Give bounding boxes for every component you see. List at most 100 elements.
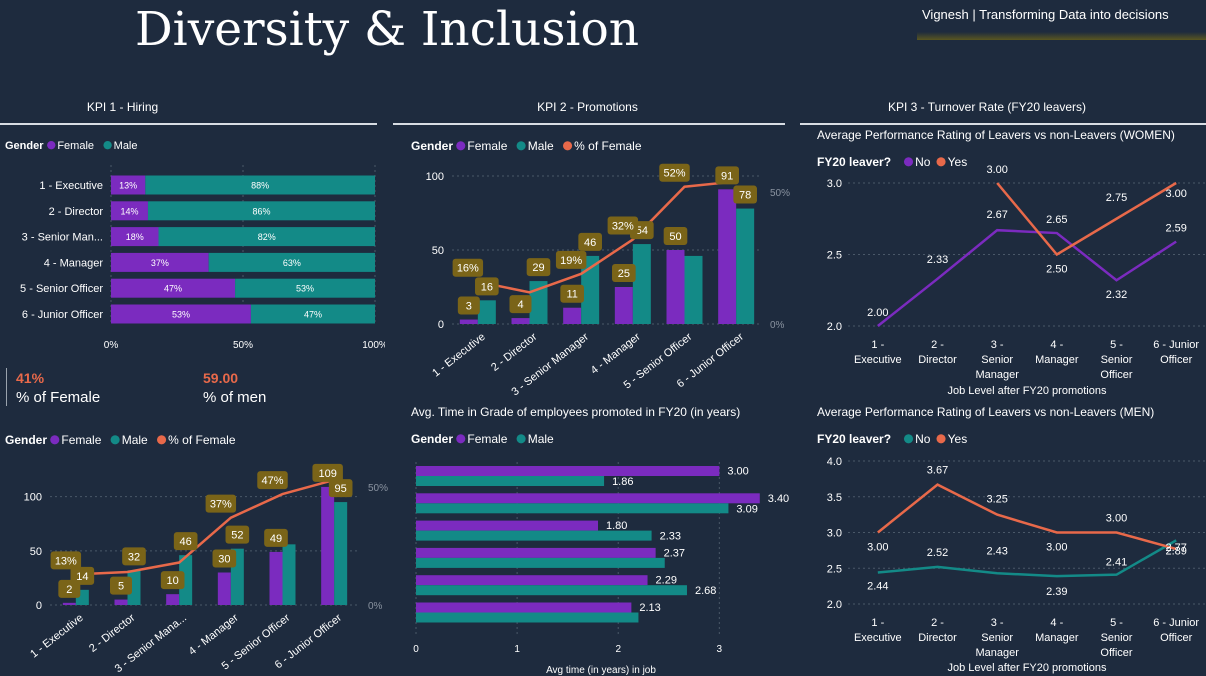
data-label: 11 [566, 289, 577, 301]
bar-female [111, 304, 251, 324]
data-label-box [212, 549, 237, 568]
data-label: 29 [532, 262, 544, 274]
legend-item: Male [528, 139, 554, 153]
category-label: Executive [854, 354, 902, 366]
legend-item: % of Female [168, 433, 236, 447]
data-label: 109 [318, 468, 336, 480]
data-label-box [110, 576, 132, 595]
bar-female [416, 466, 720, 476]
bar-female [269, 551, 283, 605]
category-label: Officer [1160, 354, 1193, 366]
bar-female [511, 318, 530, 324]
legend-marker [903, 434, 914, 444]
x-axis-title: Job Level after FY20 promotions [948, 385, 1107, 397]
category-label: 6 - Junior [1153, 339, 1199, 351]
bar-male [416, 612, 639, 623]
x-axis-title: Avg time (in years) in job [546, 665, 656, 676]
category-label: 5 - [1110, 617, 1123, 629]
data-label-box [452, 258, 484, 277]
data-label-box [328, 479, 353, 498]
data-label: 47% [261, 475, 283, 487]
category-label: 6 - Junior Officer [22, 309, 103, 321]
hiring-share-chart: Gender Female Male 0% 50% 100% 1 - Executive 13… [5, 140, 385, 351]
data-label: 2.77 [1165, 542, 1186, 554]
data-label: 25 [618, 268, 630, 280]
legend-item: Yes [948, 155, 968, 169]
category-label: Officer [1100, 369, 1133, 381]
legend-marker [456, 434, 466, 444]
bar-value: 53% [172, 310, 190, 320]
category-label: 4 - [1050, 617, 1063, 629]
category-label: 4 - [1050, 339, 1063, 351]
bar-value: 18% [126, 232, 144, 242]
bar-female [111, 278, 236, 298]
legend-marker [516, 434, 526, 444]
bar-value: 1.86 [612, 476, 633, 488]
bar-male [684, 255, 703, 324]
data-label: 3.00 [1106, 513, 1127, 525]
female-pct-label: % of Female [16, 389, 101, 406]
data-label: 2.43 [986, 545, 1007, 557]
bar-male [334, 502, 348, 605]
category-label: 5 - [1110, 339, 1123, 351]
data-label: 16% [457, 263, 479, 275]
data-label-box [578, 232, 602, 251]
page-title: Diversity & Inclusion [135, 2, 640, 57]
legend-title: Gender [5, 140, 44, 152]
data-label-box [659, 163, 690, 182]
y2-tick-label: 50% [368, 483, 388, 494]
legend-marker [936, 434, 946, 444]
data-label: 16 [481, 281, 493, 293]
legend-marker [903, 157, 914, 167]
data-label: 91 [721, 170, 733, 182]
data-label: 3.00 [867, 542, 888, 554]
category-label: Officer [1100, 647, 1133, 659]
data-label-box [312, 463, 343, 482]
legend-title: FY20 leaver? [817, 155, 891, 169]
bar-value: 86% [252, 206, 270, 216]
perf-women-chart: Average Performance Rating of Leavers vs… [817, 128, 1206, 397]
legend-item: Male [528, 432, 554, 446]
data-label-box [225, 525, 250, 544]
category-label: 3 - [991, 339, 1004, 351]
bar-value: 3.09 [736, 503, 757, 515]
y-tick-label: 0 [36, 600, 42, 612]
bar-male [416, 503, 729, 514]
data-label-box [160, 571, 185, 590]
y-tick-label: 3.0 [827, 178, 842, 190]
men-pct-label: % of men [203, 389, 267, 406]
data-label: 32% [612, 220, 634, 232]
data-label-box [122, 547, 146, 566]
category-label: 2 - Director [489, 331, 540, 374]
data-label-box [50, 551, 82, 570]
data-label-box [560, 284, 584, 303]
bar-female [114, 599, 128, 605]
data-label: 2.59 [1165, 223, 1186, 235]
category-label: Senior [981, 354, 1013, 366]
bar-value: 47% [304, 310, 322, 320]
data-label: 78 [739, 190, 751, 202]
category-label: Manager [975, 647, 1019, 659]
bar-value: 13% [119, 181, 137, 191]
category-label: 4 - Manager [187, 612, 241, 658]
data-label: 2.39 [1046, 586, 1067, 598]
legend-marker [103, 140, 112, 150]
bar-value: 2.33 [660, 531, 681, 543]
legend-marker [50, 435, 60, 445]
kpi1-divider [0, 123, 377, 125]
data-label-box [264, 528, 288, 547]
bar-female [111, 227, 159, 247]
bar-male [477, 300, 496, 324]
bar-female [416, 602, 632, 613]
category-label: 3 - [991, 617, 1004, 629]
data-label: 32 [128, 551, 140, 563]
category-label: Director [918, 354, 957, 366]
x-tick-label: 0 [413, 644, 419, 655]
bar-male [416, 557, 665, 568]
y2-tick-label: 0% [770, 320, 785, 331]
data-label: 19% [560, 255, 582, 267]
bar-value: 2.37 [664, 547, 685, 559]
y2-tick-label: 0% [368, 601, 383, 612]
data-label: 10 [167, 575, 179, 587]
bar-value: 2.13 [639, 602, 660, 614]
